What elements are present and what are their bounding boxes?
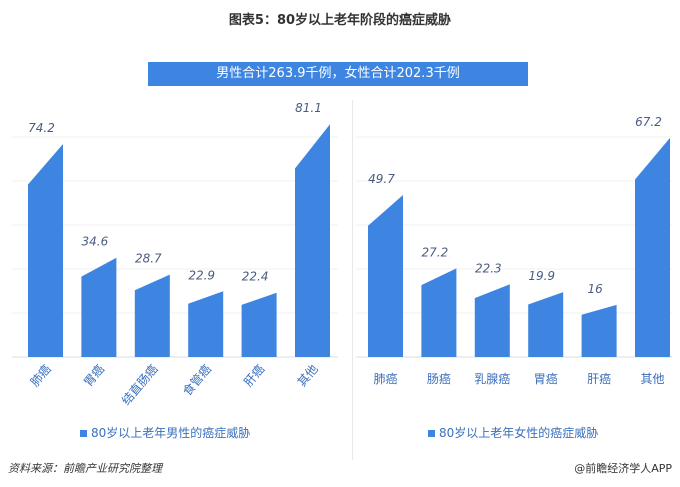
value-label: 19.9: [528, 269, 555, 283]
value-label: 49.7: [368, 172, 395, 186]
legend-swatch: [80, 430, 87, 437]
source-note: 资料来源：前瞻产业研究院整理: [8, 462, 162, 475]
category-label: 胃癌: [534, 371, 558, 386]
value-label: 81.1: [295, 101, 322, 115]
value-label: 22.4: [242, 270, 269, 284]
category-label: 肠癌: [427, 371, 451, 386]
category-label: 肝癌: [240, 361, 267, 389]
bar: [134, 274, 170, 357]
value-label: 16: [587, 282, 603, 296]
bar: [421, 268, 457, 357]
bar: [188, 291, 224, 357]
value-label: 34.6: [82, 235, 109, 249]
bar: [581, 304, 617, 357]
value-label: 22.3: [475, 261, 502, 275]
legend-female: 80岁以上老年女性的癌症威胁: [428, 424, 598, 441]
chart-title: 图表5：80岁以上老年阶段的癌症威胁: [228, 13, 452, 28]
category-label: 肺癌: [27, 361, 54, 389]
category-label: 肺癌: [373, 371, 397, 386]
category-label: 其他: [640, 372, 664, 386]
category-label: 乳腺癌: [474, 371, 510, 386]
total-banner: 男性合计263.9千例，女性合计202.3千例: [148, 62, 528, 86]
legend-swatch: [428, 430, 435, 437]
bar: [474, 284, 510, 357]
bar: [81, 257, 117, 357]
bar: [528, 292, 564, 357]
bar: [368, 194, 403, 357]
value-label: 28.7: [135, 252, 162, 266]
legend-label: 80岁以上老年男性的癌症威胁: [91, 426, 251, 440]
bar: [295, 124, 330, 357]
category-label: 其他: [295, 362, 321, 389]
category-label: 结直肠癌: [118, 361, 160, 407]
value-label: 22.9: [188, 268, 215, 282]
legend-male: 80岁以上老年男性的癌症威胁: [80, 424, 250, 441]
category-label: 食管癌: [179, 361, 214, 398]
bar: [28, 144, 63, 357]
value-label: 67.2: [635, 115, 662, 129]
bar: [635, 137, 670, 357]
value-label: 27.2: [422, 245, 449, 259]
value-label: 74.2: [28, 121, 55, 135]
bar: [241, 292, 277, 357]
category-label: 胃癌: [80, 361, 107, 389]
panel-divider: [352, 100, 353, 460]
legend-label: 80岁以上老年女性的癌症威胁: [439, 426, 599, 440]
brand-label: @前瞻经济学人APP: [574, 462, 672, 475]
category-label: 肝癌: [587, 371, 611, 386]
